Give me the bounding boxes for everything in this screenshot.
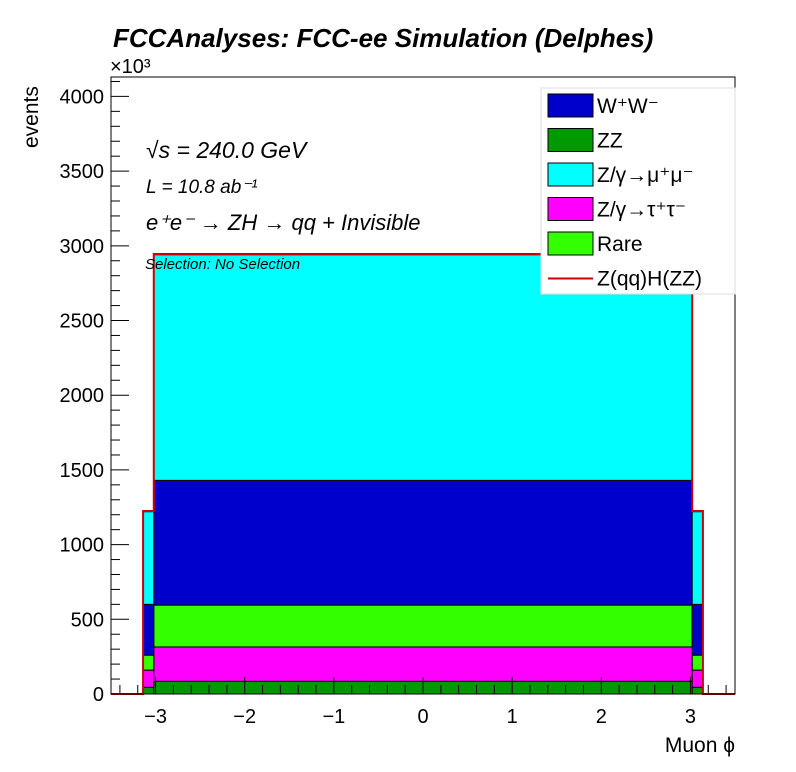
legend-label: W⁺W⁻ (597, 95, 659, 118)
legend-swatch (547, 197, 594, 221)
x-tick-label: 3 (685, 706, 696, 728)
y-tick-label: 1500 (60, 460, 105, 482)
stacked-bars (142, 254, 704, 695)
axis-ticks (111, 80, 727, 695)
axis-tick-labels: −3 −2 −1 0 1 2 3 0 500 1000 1500 2000 2500 3000 3500 40… (60, 86, 696, 728)
legend-swatch (547, 93, 594, 118)
bar-3-3 (691, 603, 704, 656)
chart-title: FCCAnalyses: FCC-ee Simulation (Delphes) (113, 23, 653, 53)
legend-label: Z/γ→μ⁺μ⁻ (597, 164, 694, 187)
legend-box (540, 87, 736, 295)
y-tick-label: 3000 (60, 236, 105, 258)
y-exponent-label: ×10³ (110, 56, 151, 78)
y-tick-label: 3500 (60, 161, 105, 183)
selection-annotation: Selection: No Selection (145, 256, 300, 273)
x-tick-label: 0 (417, 706, 428, 728)
bar-3-2 (153, 479, 693, 606)
legend-swatch (547, 128, 594, 152)
x-axis-label: Muon ϕ (665, 734, 735, 757)
y-tick-label: 1000 (60, 535, 105, 557)
bar-2-2 (153, 604, 693, 648)
bar-4-3 (691, 511, 704, 605)
y-tick-label: 500 (71, 609, 104, 631)
legend-swatch (547, 162, 594, 187)
process-annotation: e⁺e⁻ → ZH → qq + Invisible (146, 210, 421, 235)
y-axis-label: events (20, 86, 43, 148)
legend-label: Rare (597, 233, 643, 256)
lumi-annotation: L = 10.8 ab⁻¹ (146, 177, 258, 198)
signal-step-line (111, 253, 735, 695)
legend: W⁺W⁻ ZZ Z/γ→μ⁺μ⁻ Z/γ→τ⁺τ⁻ Rare Z(qq)H(ZZ) (540, 87, 736, 295)
bar-1-3 (691, 669, 704, 688)
y-tick-label: 0 (93, 684, 104, 706)
bar-2-1 (142, 654, 155, 671)
x-tick-label: −2 (233, 706, 256, 728)
bar-1-1 (142, 669, 155, 688)
signal-line (111, 253, 735, 695)
bar-3-1 (142, 603, 155, 656)
energy-annotation: √s = 240.0 GeV (146, 137, 309, 163)
legend-label: Z(qq)H(ZZ) (597, 268, 702, 291)
x-tick-label: 1 (507, 706, 518, 728)
bar-0-1 (142, 686, 155, 695)
bar-4-1 (142, 511, 155, 605)
legend-label: Z/γ→τ⁺τ⁻ (597, 199, 686, 222)
y-tick-label: 4000 (60, 86, 105, 108)
legend-label: ZZ (597, 130, 623, 153)
x-tick-label: −3 (144, 706, 167, 728)
y-tick-label: 2000 (60, 385, 105, 407)
bar-2-3 (691, 654, 704, 671)
x-tick-label: 2 (596, 706, 607, 728)
y-tick-label: 2500 (60, 311, 105, 333)
legend-swatch (547, 231, 594, 256)
bar-1-2 (153, 646, 693, 682)
x-tick-label: −1 (322, 706, 345, 728)
bar-0-3 (691, 686, 704, 695)
